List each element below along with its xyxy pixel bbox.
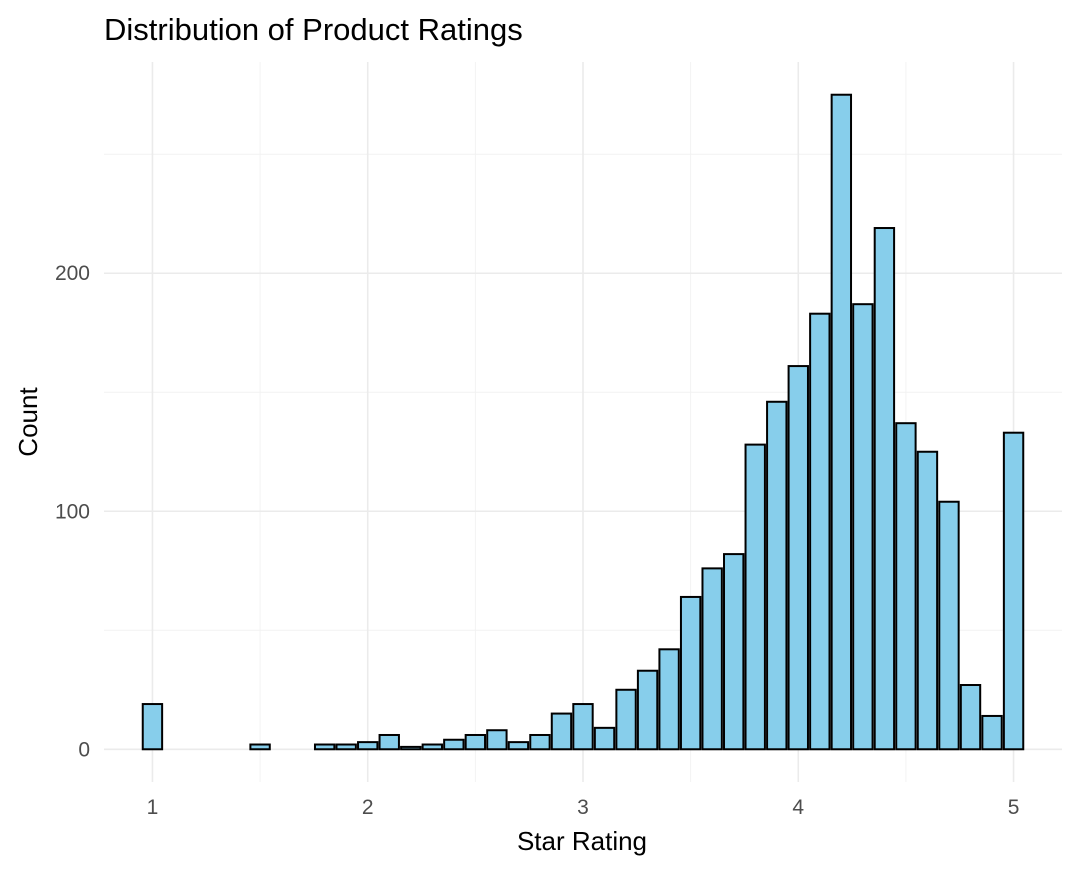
x-axis-title: Star Rating — [517, 826, 647, 856]
x-axis-tick-labels: 1 2 3 4 5 — [147, 796, 1020, 819]
histogram-bar — [787, 365, 809, 751]
histogram-bar — [421, 743, 443, 751]
histogram-bar — [141, 703, 164, 751]
x-tick-label: 4 — [792, 796, 804, 819]
histogram-bar — [400, 745, 422, 751]
histogram-bar — [959, 684, 982, 751]
histogram-bar — [873, 227, 896, 751]
histogram-bar — [895, 422, 917, 751]
histogram-bar — [507, 741, 530, 751]
histogram-bar — [378, 733, 400, 751]
histogram-bar — [723, 553, 745, 751]
histogram-bar — [550, 712, 573, 751]
histogram-bar — [766, 400, 788, 751]
histogram-bar — [1002, 431, 1025, 751]
histogram-bar — [916, 450, 939, 751]
histogram-bar — [313, 743, 336, 751]
histogram-bar — [529, 733, 551, 751]
x-tick-label: 2 — [362, 796, 374, 819]
histogram-bar — [830, 93, 853, 751]
histogram-bar — [636, 669, 659, 751]
histogram-bar — [981, 714, 1003, 751]
y-tick-label: 0 — [78, 738, 90, 761]
x-tick-label: 3 — [577, 796, 589, 819]
x-tick-label: 1 — [147, 796, 159, 819]
histogram-bar — [679, 595, 702, 751]
histogram-bar — [357, 741, 379, 751]
y-tick-label: 200 — [55, 262, 90, 285]
histogram-bar — [938, 500, 960, 751]
chart-title: Distribution of Product Ratings — [104, 12, 523, 47]
histogram-bar — [572, 703, 594, 751]
histogram-bar — [335, 743, 357, 751]
histogram-bar — [249, 743, 271, 751]
histogram-bar — [615, 688, 637, 751]
histogram-bar — [658, 648, 680, 751]
histogram-bar — [809, 312, 831, 751]
x-tick-label: 5 — [1008, 796, 1020, 819]
y-axis-title: Count — [13, 387, 43, 457]
histogram-bar — [486, 729, 508, 751]
histogram-bar — [443, 738, 465, 751]
histogram-bar — [744, 443, 766, 751]
histogram-bars — [141, 93, 1025, 751]
histogram-bar — [852, 303, 874, 751]
histogram-bar — [593, 726, 616, 751]
histogram-bar — [464, 733, 487, 751]
y-tick-label: 100 — [55, 500, 90, 523]
histogram-bar — [701, 567, 723, 751]
y-axis-tick-labels: 0 100 200 — [55, 262, 90, 761]
